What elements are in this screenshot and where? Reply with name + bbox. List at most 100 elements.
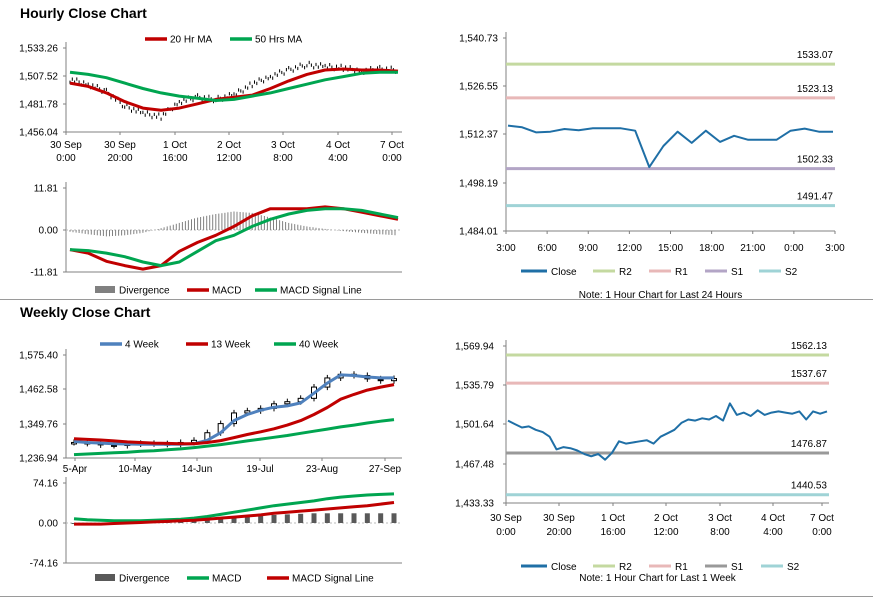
weekly-price-y-tick-label: 1,462.58 <box>19 385 58 396</box>
weekly-macd-divergence-bar <box>351 513 357 523</box>
weekly-levels-close-line <box>507 402 828 461</box>
weekly-macd-divergence-bar <box>338 513 344 523</box>
hourly-price-x-tick-label: 8:00 <box>273 153 293 164</box>
weekly-levels-x-tick-label: 7 Oct <box>810 513 834 524</box>
hourly-price-x-tick-label: 2 Oct <box>217 140 241 151</box>
weekly-levels-x-tick-label: 1 Oct <box>601 513 625 524</box>
weekly-levels-y-tick-label: 1,433.33 <box>455 499 494 510</box>
weekly-levels-s2-level-label: 1440.53 <box>791 481 828 492</box>
hourly-levels-y-tick-label: 1,540.73 <box>459 34 498 45</box>
weekly-price-x-tick-label: 19-Jul <box>246 464 273 475</box>
weekly-levels-s1-level-label: 1476.87 <box>791 439 828 450</box>
hourly-levels-r2-level-label: 1533.07 <box>797 50 834 61</box>
weekly-levels-y-tick-label: 1,467.48 <box>455 460 494 471</box>
hourly-levels-y-tick-label: 1,526.55 <box>459 82 498 93</box>
weekly-macd-y-tick-label: -74.16 <box>30 559 59 570</box>
hourly-levels-y-tick-label: 1,484.01 <box>459 227 498 238</box>
hourly-price-y-tick-label: 1,507.52 <box>19 72 58 83</box>
weekly-levels-legend-label: R1 <box>675 562 688 573</box>
weekly-price-candle-body <box>284 401 291 405</box>
weekly-levels-x-tick-label: 4:00 <box>763 527 783 538</box>
hourly-macd-legend-label: Divergence <box>119 286 170 297</box>
hourly-levels-note: Note: 1 Hour Chart for Last 24 Hours <box>579 290 742 301</box>
hourly-levels-x-tick-label: 12:00 <box>617 243 642 254</box>
weekly-macd-divergence-bar <box>378 513 384 523</box>
hourly-levels-y-tick-label: 1,498.19 <box>459 179 498 190</box>
weekly-levels-x-tick-label: 2 Oct <box>654 513 678 524</box>
hourly-levels-s2-level-label: 1491.47 <box>797 192 834 203</box>
weekly-macd-legend-label: Divergence <box>119 574 170 585</box>
weekly-levels-legend-label: R2 <box>619 562 632 573</box>
hourly-price-x-tick-label: 4:00 <box>328 153 348 164</box>
weekly-levels-x-tick-label: 0:00 <box>812 527 832 538</box>
hourly-macd-signal-line <box>69 207 399 268</box>
weekly-macd-legend-label: MACD Signal Line <box>292 574 374 585</box>
hourly-levels-legend-label: R2 <box>619 267 632 278</box>
weekly-levels-y-tick-label: 1,501.64 <box>455 420 494 431</box>
weekly-macd-divergence-bar <box>244 515 250 523</box>
hourly-levels-legend-label: Close <box>551 267 577 278</box>
weekly-macd-divergence-bar <box>324 513 330 523</box>
hourly-levels-x-tick-label: 21:00 <box>740 243 765 254</box>
section-divider <box>0 299 873 300</box>
hourly-price-x-tick-label: 30 Sep <box>50 140 82 151</box>
hourly-price-x-tick-label: 7 Oct <box>380 140 404 151</box>
weekly-levels-x-tick-label: 30 Sep <box>490 513 522 524</box>
hourly-levels-x-tick-label: 15:00 <box>658 243 683 254</box>
weekly-price-x-tick-label: 23-Aug <box>306 464 338 475</box>
hourly-levels-x-tick-label: 9:00 <box>579 243 599 254</box>
weekly-macd-divergence-bar <box>364 513 370 523</box>
weekly-levels-legend-label: Close <box>551 562 577 573</box>
weekly-levels-note: Note: 1 Hour Chart for Last 1 Week <box>579 573 737 584</box>
hourly-price-x-tick-label: 0:00 <box>56 153 76 164</box>
weekly-macd-y-tick-label: 0.00 <box>39 519 59 530</box>
hourly-price-y-tick-label: 1,481.78 <box>19 100 58 111</box>
hourly-price-x-tick-label: 20:00 <box>107 153 132 164</box>
hourly-levels-r1-level-label: 1523.13 <box>797 84 834 95</box>
hourly-levels-x-tick-label: 6:00 <box>537 243 557 254</box>
weekly-macd-divergence-bar <box>284 514 290 523</box>
weekly-macd-signal-line <box>74 501 395 526</box>
hourly-levels-legend-label: R1 <box>675 267 688 278</box>
weekly-macd-divergence-bar <box>311 513 317 523</box>
weekly-macd-divergence-bar <box>298 513 304 523</box>
weekly-levels-legend-label: S1 <box>731 562 744 573</box>
weekly-section-title: Weekly Close Chart <box>20 304 151 320</box>
hourly-levels-x-tick-label: 18:00 <box>699 243 724 254</box>
weekly-levels-x-tick-label: 3 Oct <box>708 513 732 524</box>
weekly-macd-divergence-bar <box>258 515 264 523</box>
hourly-macd-y-tick-label: 0.00 <box>39 226 59 237</box>
hourly-levels-x-tick-label: 0:00 <box>784 243 804 254</box>
hourly-price-50-hrs-ma-line <box>69 70 398 102</box>
weekly-levels-legend-label: S2 <box>787 562 800 573</box>
weekly-levels-x-tick-label: 30 Sep <box>543 513 575 524</box>
hourly-price-20-hr-ma-line <box>69 67 399 112</box>
hourly-levels-s1-level-label: 1502.33 <box>797 155 834 166</box>
weekly-macd-macd-line <box>73 492 395 523</box>
weekly-price-13-week-line <box>73 383 395 446</box>
weekly-levels-x-tick-label: 20:00 <box>546 527 571 538</box>
weekly-price-x-tick-label: 10-May <box>118 464 151 475</box>
weekly-price-y-tick-label: 1,575.40 <box>19 351 58 362</box>
hourly-price-legend-label: 20 Hr MA <box>170 35 213 46</box>
hourly-levels-y-tick-label: 1,512.37 <box>459 130 498 141</box>
weekly-price-legend-label: 4 Week <box>125 340 160 351</box>
hourly-price-y-tick-label: 1,533.26 <box>19 44 58 55</box>
weekly-levels-x-tick-label: 0:00 <box>496 527 516 538</box>
weekly-price-4-week-line <box>73 373 394 446</box>
hourly-price-x-tick-label: 30 Sep <box>104 140 136 151</box>
weekly-price-y-tick-label: 1,236.94 <box>19 454 58 465</box>
hourly-price-y-tick-label: 1,456.04 <box>19 128 58 139</box>
weekly-macd-divergence-bar <box>391 513 397 523</box>
hourly-price-x-tick-label: 12:00 <box>216 153 241 164</box>
hourly-price-x-tick-label: 3 Oct <box>271 140 295 151</box>
weekly-levels-x-tick-label: 16:00 <box>600 527 625 538</box>
weekly-macd-divergence-bar <box>218 517 224 523</box>
weekly-levels-y-tick-label: 1,535.79 <box>455 381 494 392</box>
weekly-price-40-week-line <box>73 418 395 457</box>
hourly-macd-legend-label: MACD <box>212 286 241 297</box>
weekly-levels-x-tick-label: 4 Oct <box>761 513 785 524</box>
weekly-macd-legend-swatch <box>95 574 115 581</box>
weekly-macd-divergence-bar <box>231 517 237 523</box>
